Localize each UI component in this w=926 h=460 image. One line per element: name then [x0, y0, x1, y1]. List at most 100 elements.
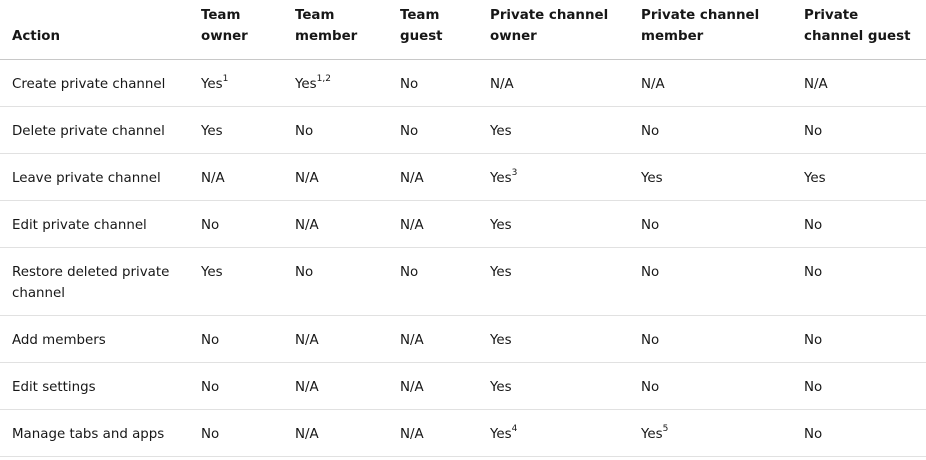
cell-team-owner: No	[189, 200, 283, 248]
cell-team-owner: No	[189, 362, 283, 410]
header-team-member: Team member	[283, 0, 388, 60]
cell-private-channel-guest: No	[792, 409, 926, 457]
cell-value: No	[400, 265, 419, 280]
cell-value: No	[201, 427, 220, 442]
action-cell: Manage tabs and apps	[0, 409, 189, 457]
cell-private-channel-member: No	[629, 247, 792, 316]
cell-value: No	[400, 124, 419, 139]
action-cell: Edit private channel	[0, 200, 189, 248]
cell-value: Yes	[490, 218, 512, 233]
action-cell: Edit settings	[0, 362, 189, 410]
cell-team-owner: Yes	[189, 106, 283, 154]
cell-private-channel-member: N/A	[629, 59, 792, 107]
cell-private-channel-owner: Yes	[478, 106, 629, 154]
cell-team-owner: No	[189, 315, 283, 363]
table-row: Edit private channel No N/A N/A Yes No No	[0, 200, 926, 248]
cell-private-channel-member: No	[629, 106, 792, 154]
cell-value: N/A	[804, 77, 828, 92]
cell-private-channel-owner: Yes	[478, 247, 629, 316]
action-cell: Create private channel	[0, 59, 189, 107]
cell-private-channel-guest: No	[792, 315, 926, 363]
cell-value: No	[295, 124, 314, 139]
cell-team-member: N/A	[283, 362, 388, 410]
cell-value: No	[641, 124, 660, 139]
cell-team-member: N/A	[283, 200, 388, 248]
cell-team-guest: N/A	[388, 200, 478, 248]
cell-value: No	[201, 380, 220, 395]
cell-team-owner: No	[189, 409, 283, 457]
cell-private-channel-guest: Yes	[792, 153, 926, 201]
cell-team-guest: N/A	[388, 409, 478, 457]
cell-private-channel-member: No	[629, 200, 792, 248]
header-team-guest: Team guest	[388, 0, 478, 60]
cell-value: Yes	[490, 427, 512, 442]
cell-value: Yes	[641, 427, 663, 442]
footnote-marker: 1	[222, 73, 229, 84]
cell-team-member: N/A	[283, 315, 388, 363]
table-row: Edit settings No N/A N/A Yes No No	[0, 362, 926, 410]
header-row: Action Team owner Team member Team guest…	[0, 0, 926, 60]
cell-value: No	[641, 380, 660, 395]
cell-value: N/A	[295, 427, 319, 442]
table-row: Create private channel Yes1 Yes1,2 No N/A N/A…	[0, 59, 926, 107]
cell-private-channel-owner: Yes	[478, 315, 629, 363]
cell-value: No	[201, 218, 220, 233]
table-row: Manage tabs and apps No N/A N/A Yes4 Yes5 No	[0, 409, 926, 457]
cell-private-channel-guest: No	[792, 106, 926, 154]
header-team-owner: Team owner	[189, 0, 283, 60]
header-private-channel-owner: Private channel owner	[478, 0, 629, 60]
cell-value: N/A	[295, 380, 319, 395]
cell-value: N/A	[400, 171, 424, 186]
cell-value: N/A	[201, 171, 225, 186]
table-row: Leave private channel N/A N/A N/A Yes3 Yes Yes	[0, 153, 926, 201]
cell-private-channel-owner: Yes	[478, 200, 629, 248]
cell-value: Yes	[201, 124, 223, 139]
table-body: Create private channel Yes1 Yes1,2 No N/A N/A…	[0, 59, 926, 457]
cell-value: No	[201, 333, 220, 348]
cell-value: No	[804, 265, 823, 280]
cell-value: N/A	[400, 218, 424, 233]
cell-value: Yes	[804, 171, 826, 186]
cell-private-channel-member: Yes	[629, 153, 792, 201]
table-row: Add members No N/A N/A Yes No No	[0, 315, 926, 363]
cell-private-channel-guest: No	[792, 247, 926, 316]
cell-value: Yes	[490, 333, 512, 348]
cell-value: No	[804, 380, 823, 395]
action-cell: Delete private channel	[0, 106, 189, 154]
cell-value: No	[804, 427, 823, 442]
cell-private-channel-owner: N/A	[478, 59, 629, 107]
cell-value: N/A	[295, 333, 319, 348]
action-cell: Restore deleted private channel	[0, 247, 189, 316]
action-cell: Leave private channel	[0, 153, 189, 201]
cell-team-member: No	[283, 106, 388, 154]
cell-private-channel-member: No	[629, 362, 792, 410]
cell-team-owner: Yes1	[189, 59, 283, 107]
header-private-channel-member: Private channel member	[629, 0, 792, 60]
cell-team-guest: No	[388, 59, 478, 107]
cell-value: No	[641, 333, 660, 348]
cell-private-channel-guest: N/A	[792, 59, 926, 107]
cell-value: No	[804, 333, 823, 348]
table-header: Action Team owner Team member Team guest…	[0, 0, 926, 60]
footnote-marker: 3	[511, 167, 518, 178]
cell-value: N/A	[400, 427, 424, 442]
cell-team-member: Yes1,2	[283, 59, 388, 107]
cell-value: Yes	[490, 380, 512, 395]
cell-value: No	[804, 218, 823, 233]
cell-private-channel-guest: No	[792, 362, 926, 410]
cell-team-member: N/A	[283, 153, 388, 201]
action-cell: Add members	[0, 315, 189, 363]
cell-team-owner: N/A	[189, 153, 283, 201]
cell-value: No	[295, 265, 314, 280]
cell-team-member: N/A	[283, 409, 388, 457]
cell-value: No	[641, 265, 660, 280]
cell-private-channel-guest: No	[792, 200, 926, 248]
cell-value: N/A	[490, 77, 514, 92]
cell-value: Yes	[490, 265, 512, 280]
cell-value: No	[641, 218, 660, 233]
cell-team-guest: N/A	[388, 362, 478, 410]
cell-value: Yes	[201, 265, 223, 280]
cell-private-channel-owner: Yes3	[478, 153, 629, 201]
cell-value: N/A	[641, 77, 665, 92]
